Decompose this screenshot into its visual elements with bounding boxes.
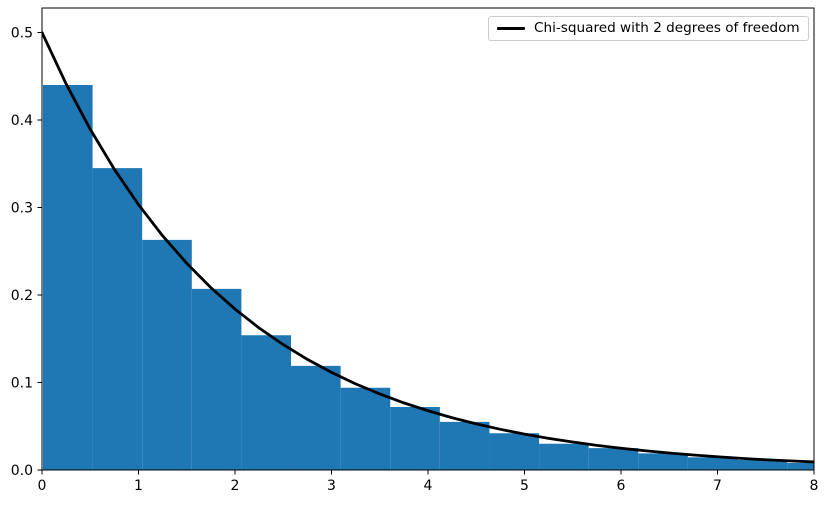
- x-tick-label: 0: [38, 478, 47, 494]
- histogram-bar: [142, 239, 192, 470]
- x-tick-label: 4: [424, 478, 433, 494]
- histogram-bar: [241, 335, 292, 470]
- histogram-bar: [638, 453, 688, 470]
- x-tick-label: 7: [713, 478, 722, 494]
- x-tick-label: 1: [134, 478, 143, 494]
- y-tick-label: 0.4: [11, 113, 33, 129]
- histogram-bar: [737, 459, 788, 470]
- histogram-bar: [340, 387, 391, 470]
- x-tick-label: 8: [810, 478, 819, 494]
- x-tick-label: 5: [520, 478, 529, 494]
- histogram-bar: [92, 168, 143, 470]
- x-tick-label: 6: [617, 478, 626, 494]
- histogram-bar: [787, 463, 814, 470]
- pdf-curve: [42, 31, 814, 464]
- legend: Chi-squared with 2 degrees of freedom: [488, 16, 809, 41]
- histogram-bar: [191, 288, 242, 470]
- x-tick-label: 3: [327, 478, 336, 494]
- legend-label: Chi-squared with 2 degrees of freedom: [534, 20, 800, 36]
- y-tick-label: 0.0: [11, 463, 33, 479]
- y-tick-label: 0.1: [11, 376, 33, 392]
- y-tick-label: 0.5: [11, 26, 33, 42]
- histogram-bar: [489, 433, 540, 470]
- histogram-bar: [390, 407, 440, 470]
- y-tick-label: 0.3: [11, 201, 33, 217]
- histogram-bar: [439, 421, 490, 470]
- histogram-bar: [588, 448, 639, 470]
- histogram-bar: [42, 85, 93, 470]
- legend-line-sample-icon: [497, 26, 525, 30]
- y-tick-label: 0.2: [11, 288, 33, 304]
- histogram-bar: [687, 457, 738, 470]
- x-tick-label: 2: [231, 478, 240, 494]
- histogram-bar: [539, 443, 589, 470]
- histogram-bar: [291, 365, 341, 470]
